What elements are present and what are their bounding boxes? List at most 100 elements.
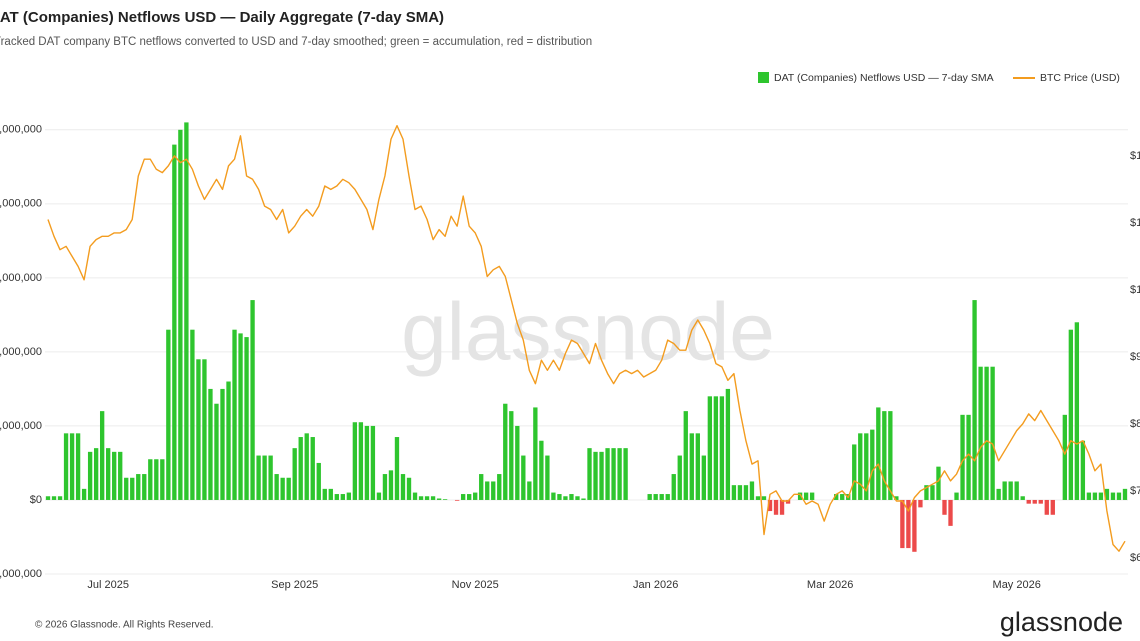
bar	[581, 498, 586, 500]
bar	[942, 499, 947, 515]
bar	[69, 433, 75, 500]
y2-tick-label: $80K	[1130, 418, 1140, 430]
bar	[557, 494, 562, 500]
bar	[743, 485, 749, 500]
bar	[418, 496, 424, 500]
bar	[1080, 440, 1086, 500]
bar	[719, 396, 725, 500]
bar	[406, 477, 412, 500]
bar	[334, 494, 339, 500]
bar	[244, 337, 249, 500]
y-tick-label: $50,000,000	[0, 124, 42, 136]
bar	[527, 481, 532, 500]
watermark: glassnode	[401, 287, 775, 378]
logo: glassnode	[1000, 607, 1123, 637]
bar	[172, 144, 177, 500]
chart-subtitle: Tracked DAT company BTC netflows convert…	[0, 36, 592, 48]
x-tick-label: Mar 2026	[807, 579, 853, 591]
bar	[617, 448, 622, 500]
bar	[473, 492, 478, 500]
bar	[442, 499, 448, 500]
y2-tick-label: $70K	[1130, 485, 1140, 497]
bar	[467, 494, 472, 500]
bar	[852, 444, 857, 500]
bar	[232, 329, 237, 500]
bar	[803, 492, 809, 500]
bar	[322, 488, 327, 500]
bar	[262, 455, 267, 500]
bar	[304, 433, 309, 500]
bar	[864, 433, 869, 500]
bar	[779, 499, 785, 515]
bar	[202, 359, 207, 500]
bar	[454, 499, 460, 501]
bar	[196, 359, 201, 500]
bar	[996, 488, 1001, 500]
bar	[491, 481, 496, 500]
bar	[545, 455, 550, 500]
bar	[352, 422, 358, 500]
bar	[99, 411, 105, 500]
bar	[521, 455, 526, 500]
y-tick-label: -$10,000,000	[0, 568, 42, 580]
x-tick-label: Nov 2025	[452, 579, 499, 591]
bar	[1032, 499, 1037, 504]
bar	[936, 466, 941, 500]
bar	[87, 451, 93, 500]
bar	[479, 474, 484, 500]
legend-label: DAT (Companies) Netflows USD — 7-day SMA	[774, 72, 994, 84]
bar	[412, 492, 418, 500]
bar	[1098, 492, 1104, 500]
bar	[665, 494, 670, 500]
bar	[280, 477, 285, 500]
bar	[160, 459, 165, 500]
bar	[978, 366, 983, 500]
bar	[1092, 492, 1098, 500]
y-tick-label: $10,000,000	[0, 420, 42, 432]
bar	[1002, 481, 1007, 500]
bar	[966, 414, 971, 500]
bar	[677, 455, 682, 500]
bar	[587, 448, 592, 500]
bar	[960, 414, 965, 500]
bar	[364, 425, 370, 500]
bar	[81, 488, 87, 500]
bar	[394, 437, 400, 500]
bar	[1074, 322, 1080, 500]
bar	[647, 494, 652, 500]
bar	[220, 388, 225, 500]
bar	[509, 411, 514, 500]
bar	[310, 437, 315, 500]
bar	[924, 485, 929, 500]
bar	[755, 496, 761, 500]
bar	[876, 407, 881, 500]
bar	[767, 499, 773, 512]
bar	[154, 459, 159, 500]
bar	[1068, 329, 1074, 500]
bar	[888, 411, 893, 500]
x-tick-label: May 2026	[993, 579, 1041, 591]
footer: © 2026 Glassnode. All Rights Reserved.	[35, 620, 214, 631]
bar	[358, 422, 364, 500]
bar	[858, 433, 863, 500]
bar	[785, 499, 791, 504]
bar	[328, 488, 333, 500]
y-tick-label: $30,000,000	[0, 272, 42, 284]
bar	[906, 499, 911, 549]
bar	[346, 492, 352, 500]
bar	[1038, 499, 1043, 504]
bar	[948, 499, 953, 526]
bar	[605, 448, 610, 500]
bar	[894, 496, 899, 500]
price-line	[47, 125, 1126, 552]
bar	[286, 477, 291, 500]
bar	[1050, 499, 1055, 515]
bar	[370, 425, 376, 500]
bar	[725, 388, 731, 500]
bar	[118, 451, 123, 500]
bar	[575, 496, 580, 500]
bar	[593, 451, 598, 500]
bar	[749, 481, 755, 500]
bar	[124, 477, 129, 500]
